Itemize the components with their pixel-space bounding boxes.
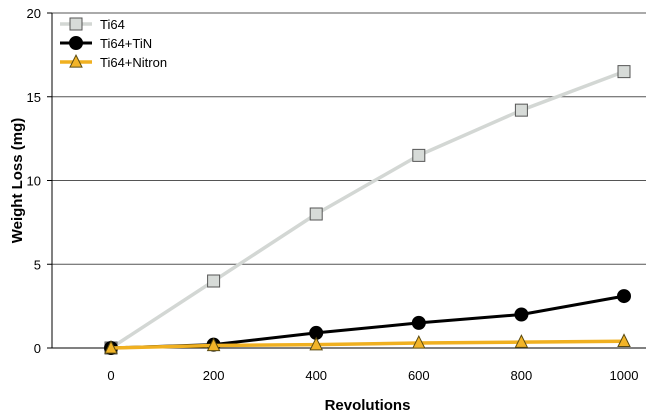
series-ti64-nitron	[104, 333, 631, 354]
legend-item: Ti64	[60, 17, 125, 32]
data-point	[411, 315, 426, 330]
data-point	[617, 65, 631, 79]
x-tick-label: 600	[408, 368, 430, 383]
data-point	[309, 336, 324, 351]
y-tick-label: 5	[34, 257, 41, 272]
legend-marker	[69, 36, 83, 50]
data-point	[617, 289, 631, 304]
x-tick-label: 200	[203, 368, 225, 383]
legend-item: Ti64+Nitron	[60, 53, 167, 70]
grid-lines	[52, 12, 646, 265]
x-tick-labels: 0 200 400 600 800 1000	[107, 368, 638, 383]
data-point	[514, 334, 529, 348]
y-axis-title: Weight Loss (mg)	[9, 118, 26, 244]
data-point	[411, 334, 426, 349]
data-point	[617, 333, 631, 347]
series-line	[110, 339, 625, 350]
data-point	[412, 148, 426, 162]
data-point	[514, 307, 529, 322]
data-point	[104, 339, 118, 354]
data-point	[514, 103, 528, 117]
x-tick-label: 1000	[610, 368, 639, 383]
legend-label: Ti64+TiN	[100, 36, 152, 51]
y-tick-labels: 0 5 10 15 20	[27, 6, 41, 356]
data-point	[206, 337, 221, 352]
y-tick-label: 20	[27, 6, 41, 21]
x-tick-label: 400	[305, 368, 327, 383]
series-group	[104, 65, 631, 355]
legend-marker	[69, 17, 83, 31]
x-axis-title: Revolutions	[325, 397, 411, 414]
x-tick-label: 800	[511, 368, 533, 383]
y-tick-label: 10	[27, 174, 41, 189]
legend-label: Ti64+Nitron	[100, 55, 167, 70]
legend-marker	[69, 53, 83, 68]
series-ti64	[104, 65, 631, 355]
series-line	[110, 69, 625, 350]
legend: Ti64 Ti64+TiN Ti64+Nitron	[60, 17, 167, 70]
legend-item: Ti64+TiN	[60, 36, 152, 51]
y-tick-label: 15	[27, 90, 41, 105]
data-point	[309, 207, 323, 221]
legend-label: Ti64	[100, 17, 125, 32]
data-point	[207, 274, 221, 288]
x-tick-label: 0	[107, 368, 114, 383]
y-tick-label: 0	[34, 341, 41, 356]
